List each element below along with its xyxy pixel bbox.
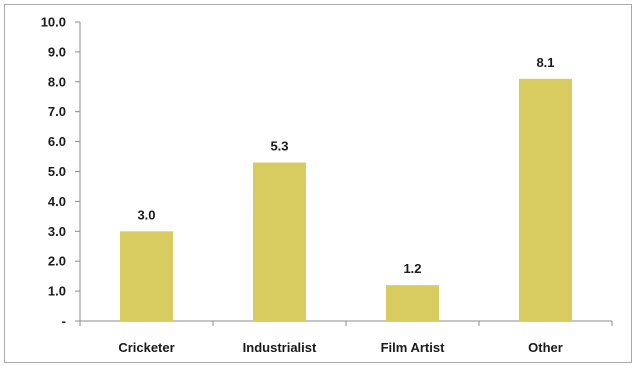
data-label: 1.2 xyxy=(403,261,421,276)
y-tick-label: 2.0 xyxy=(48,254,66,269)
bar-film-artist xyxy=(386,285,439,321)
y-tick-label: 4.0 xyxy=(48,194,66,209)
x-category-label: Film Artist xyxy=(381,340,445,355)
x-category-label: Industrialist xyxy=(243,340,317,355)
y-tick-label: 9.0 xyxy=(48,44,66,59)
data-label: 3.0 xyxy=(137,207,155,222)
data-label: 5.3 xyxy=(270,139,288,154)
y-tick-label: 8.0 xyxy=(48,74,66,89)
y-tick-label: - xyxy=(62,314,66,329)
y-tick-label: 7.0 xyxy=(48,104,66,119)
y-axis: - 1.0 2.0 3.0 4.0 5.0 6.0 7.0 8.0 9.0 10.0 xyxy=(41,15,81,329)
x-category-label: Cricketer xyxy=(118,340,174,355)
bars xyxy=(120,78,572,321)
data-label: 8.1 xyxy=(536,55,554,70)
bar-cricketer xyxy=(120,231,173,321)
x-axis: Cricketer Industrialist Film Artist Other xyxy=(79,320,613,355)
y-tick-label: 1.0 xyxy=(48,284,66,299)
y-tick-label: 5.0 xyxy=(48,164,66,179)
bar-other xyxy=(519,78,572,321)
bar-industrialist xyxy=(253,162,306,321)
y-tick-label: 6.0 xyxy=(48,134,66,149)
data-labels: 3.0 5.3 1.2 8.1 xyxy=(137,55,554,276)
y-tick-label: 10.0 xyxy=(41,15,66,30)
y-tick-label: 3.0 xyxy=(48,224,66,239)
x-category-label: Other xyxy=(528,340,563,355)
